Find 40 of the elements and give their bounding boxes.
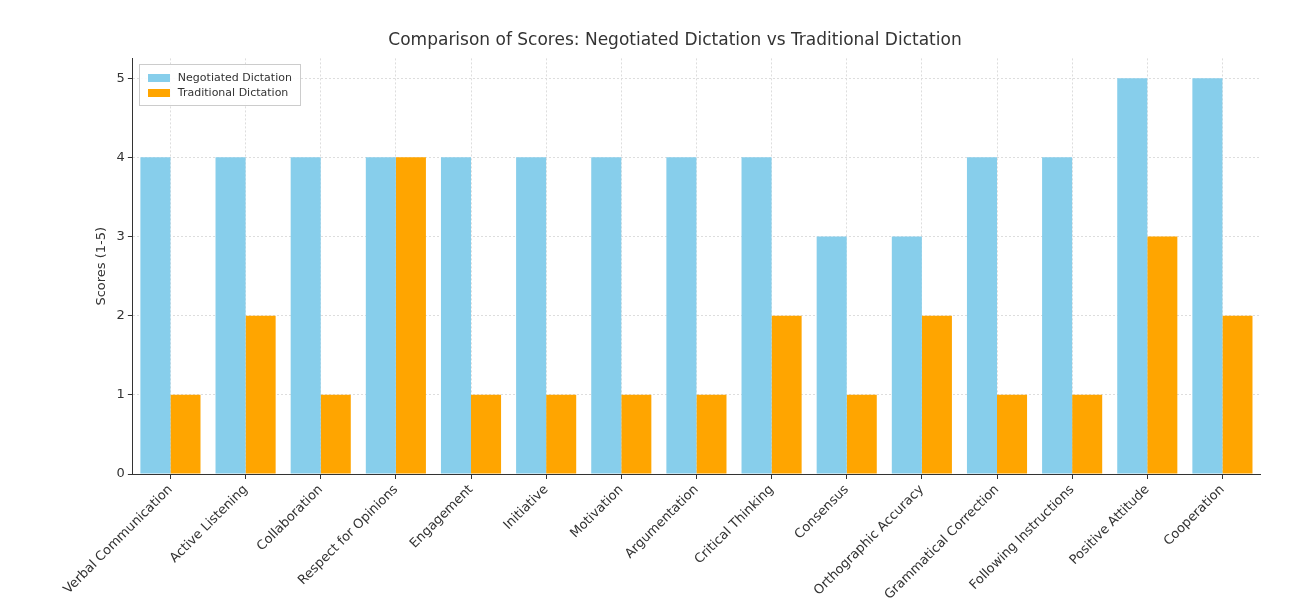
bar [471, 394, 502, 474]
chart-title: Comparison of Scores: Negotiated Dictation vs Traditional Dictation [388, 28, 962, 49]
bar [997, 394, 1028, 474]
bar [440, 157, 472, 474]
y-tick-label: 5 [116, 69, 125, 85]
bar [816, 236, 847, 474]
bar [395, 157, 426, 474]
y-tick-label: 3 [116, 227, 125, 243]
legend-label: Negotiated Dictation [177, 71, 292, 85]
bar [1072, 394, 1103, 474]
bar [891, 236, 922, 474]
bar [1042, 157, 1073, 474]
bar [771, 315, 802, 474]
bar [1117, 78, 1148, 474]
bar [921, 315, 952, 474]
bar [320, 394, 351, 474]
bar [846, 394, 877, 474]
bar [365, 157, 396, 474]
bar [215, 157, 246, 474]
bar [666, 157, 697, 474]
bar [696, 394, 727, 474]
y-axis-title: Scores (1-5) [93, 226, 109, 306]
legend-label: Traditional Dictation [177, 86, 289, 100]
bar [1222, 315, 1253, 474]
bar [140, 157, 171, 474]
bar [591, 157, 622, 474]
bar [516, 157, 547, 474]
bar [966, 157, 997, 474]
y-tick-label: 4 [116, 148, 125, 164]
bar [546, 394, 577, 474]
y-tick-label: 2 [116, 307, 125, 323]
y-tick-label: 0 [116, 465, 125, 481]
bar [621, 394, 652, 474]
bar [290, 157, 321, 474]
y-tick-label: 1 [116, 386, 125, 402]
bar [170, 394, 201, 474]
bar [245, 315, 276, 474]
bar [1147, 236, 1178, 474]
bar [741, 157, 772, 474]
bar [1192, 78, 1223, 474]
